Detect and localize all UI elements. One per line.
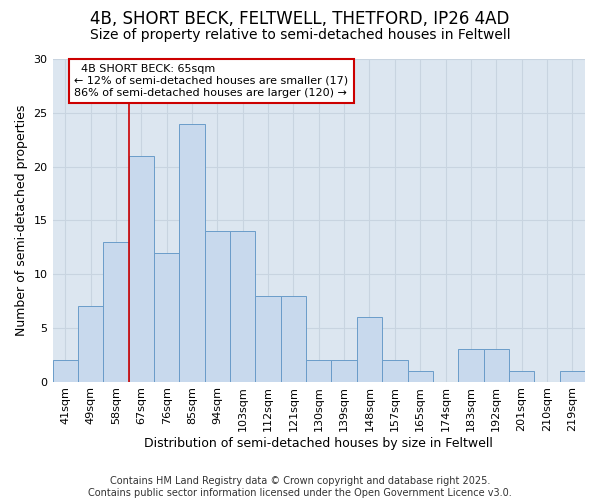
Bar: [306, 360, 331, 382]
Bar: [128, 156, 154, 382]
Text: 4B, SHORT BECK, FELTWELL, THETFORD, IP26 4AD: 4B, SHORT BECK, FELTWELL, THETFORD, IP26…: [91, 10, 509, 28]
Bar: [382, 360, 407, 382]
Bar: [205, 231, 230, 382]
Y-axis label: Number of semi-detached properties: Number of semi-detached properties: [15, 104, 28, 336]
Bar: [256, 296, 281, 382]
Bar: [484, 350, 509, 382]
Text: 4B SHORT BECK: 65sqm
← 12% of semi-detached houses are smaller (17)
86% of semi-: 4B SHORT BECK: 65sqm ← 12% of semi-detac…: [74, 64, 348, 98]
Bar: [560, 371, 585, 382]
Bar: [357, 317, 382, 382]
Bar: [103, 242, 128, 382]
Bar: [154, 252, 179, 382]
Bar: [53, 360, 78, 382]
Bar: [281, 296, 306, 382]
Bar: [509, 371, 534, 382]
Bar: [331, 360, 357, 382]
Text: Contains HM Land Registry data © Crown copyright and database right 2025.
Contai: Contains HM Land Registry data © Crown c…: [88, 476, 512, 498]
Bar: [407, 371, 433, 382]
Bar: [230, 231, 256, 382]
Text: Size of property relative to semi-detached houses in Feltwell: Size of property relative to semi-detach…: [89, 28, 511, 42]
Bar: [458, 350, 484, 382]
Bar: [179, 124, 205, 382]
Bar: [78, 306, 103, 382]
X-axis label: Distribution of semi-detached houses by size in Feltwell: Distribution of semi-detached houses by …: [145, 437, 493, 450]
